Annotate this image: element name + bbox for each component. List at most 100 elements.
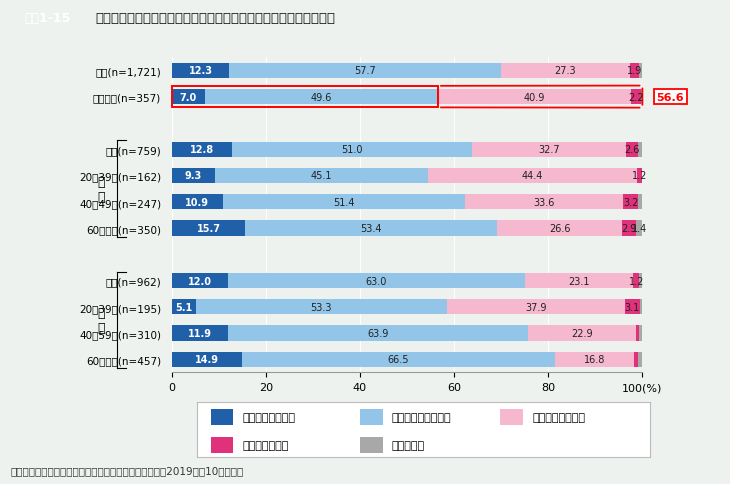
Bar	[172, 87, 438, 108]
Bar	[525, 273, 634, 288]
Text: 3.2: 3.2	[623, 197, 638, 207]
Bar	[638, 142, 642, 157]
Text: 女
性: 女 性	[97, 306, 104, 334]
Text: 40.9: 40.9	[523, 92, 545, 103]
Bar	[229, 63, 501, 79]
Text: 53.4: 53.4	[361, 224, 382, 233]
Text: 12.8: 12.8	[190, 145, 214, 155]
Bar	[172, 221, 245, 236]
Bar	[211, 438, 234, 453]
Text: 1.2: 1.2	[632, 171, 648, 181]
Text: 資料：農林水産省「食育に関する意識調査」（令和元（2019）年10月実施）: 資料：農林水産省「食育に関する意識調査」（令和元（2019）年10月実施）	[11, 465, 245, 475]
Bar	[204, 90, 438, 105]
Text: 11.9: 11.9	[188, 328, 212, 338]
Bar	[636, 221, 642, 236]
Text: 図表1-15: 図表1-15	[24, 12, 70, 25]
Text: 51.4: 51.4	[333, 197, 355, 207]
Text: 14.9: 14.9	[195, 355, 218, 364]
Bar	[630, 63, 639, 79]
Bar	[634, 273, 639, 288]
Bar	[172, 168, 215, 183]
Text: 15.7: 15.7	[196, 224, 220, 233]
Text: 16.8: 16.8	[584, 355, 605, 364]
Text: 37.9: 37.9	[525, 302, 547, 312]
Text: 全くないと思う: 全くないと思う	[242, 440, 289, 450]
Bar	[529, 326, 637, 341]
Bar	[639, 273, 642, 288]
Text: 32.7: 32.7	[538, 145, 560, 155]
Bar	[637, 168, 642, 183]
Bar	[211, 409, 234, 425]
Bar	[438, 90, 631, 105]
Text: 33.6: 33.6	[534, 197, 555, 207]
Bar	[172, 63, 229, 79]
Bar	[196, 300, 447, 315]
Text: 53.3: 53.3	[310, 302, 332, 312]
Text: 2.2: 2.2	[628, 92, 644, 103]
Text: 10.9: 10.9	[185, 197, 210, 207]
Bar	[555, 352, 634, 367]
Bar	[172, 326, 228, 341]
Bar	[172, 300, 196, 315]
Bar	[639, 300, 642, 315]
Text: 1.4: 1.4	[631, 224, 647, 233]
Bar	[500, 409, 523, 425]
Bar	[172, 273, 228, 288]
Text: 27.3: 27.3	[555, 66, 576, 76]
Text: 7.0: 7.0	[180, 92, 196, 103]
Text: 5.1: 5.1	[175, 302, 192, 312]
Text: 66.5: 66.5	[388, 355, 409, 364]
Bar	[497, 221, 622, 236]
Bar	[228, 326, 529, 341]
Text: 63.0: 63.0	[366, 276, 387, 286]
Text: 12.3: 12.3	[188, 66, 212, 76]
Text: あまりないと思う: あまりないと思う	[532, 412, 585, 423]
Text: わからない: わからない	[392, 440, 425, 450]
Bar	[228, 273, 525, 288]
Text: 51.0: 51.0	[341, 145, 363, 155]
Bar	[639, 326, 642, 341]
Bar	[637, 326, 639, 341]
Text: 男
性: 男 性	[97, 175, 104, 203]
Text: 44.4: 44.4	[521, 171, 543, 181]
Bar	[360, 438, 383, 453]
Text: 2.6: 2.6	[624, 145, 639, 155]
Bar	[215, 168, 428, 183]
Bar	[172, 142, 232, 157]
Text: 食品の安全性に関する基礎的な知識を持つ人の割合（性・年代別）: 食品の安全性に関する基礎的な知識を持つ人の割合（性・年代別）	[95, 12, 335, 25]
Text: 45.1: 45.1	[311, 171, 332, 181]
Text: 1.2: 1.2	[629, 276, 644, 286]
Bar	[447, 300, 625, 315]
Bar	[232, 142, 472, 157]
Text: 63.9: 63.9	[367, 328, 388, 338]
Bar	[245, 221, 497, 236]
Bar	[360, 409, 383, 425]
Text: 26.6: 26.6	[549, 224, 570, 233]
Text: ある程度あると思う: ある程度あると思う	[392, 412, 451, 423]
Bar	[631, 90, 641, 105]
Bar	[242, 352, 555, 367]
Bar	[472, 142, 626, 157]
Text: 22.9: 22.9	[572, 328, 593, 338]
Bar	[638, 352, 642, 367]
Text: 12.0: 12.0	[188, 276, 212, 286]
Bar	[641, 90, 642, 105]
Bar	[622, 221, 636, 236]
Text: 十分にあると思う: 十分にあると思う	[242, 412, 296, 423]
Text: 49.6: 49.6	[310, 92, 332, 103]
Bar	[501, 63, 630, 79]
Bar	[223, 195, 465, 210]
Bar	[172, 352, 242, 367]
Bar	[626, 142, 638, 157]
Bar	[625, 300, 639, 315]
Bar	[634, 352, 638, 367]
Text: 9.3: 9.3	[185, 171, 202, 181]
Bar	[428, 168, 637, 183]
Text: 56.6: 56.6	[656, 92, 684, 103]
Text: 23.1: 23.1	[569, 276, 590, 286]
Text: 2.9: 2.9	[621, 224, 637, 233]
Text: 3.1: 3.1	[625, 302, 640, 312]
Text: 1.9: 1.9	[626, 66, 642, 76]
Bar	[638, 195, 642, 210]
Bar	[623, 195, 638, 210]
